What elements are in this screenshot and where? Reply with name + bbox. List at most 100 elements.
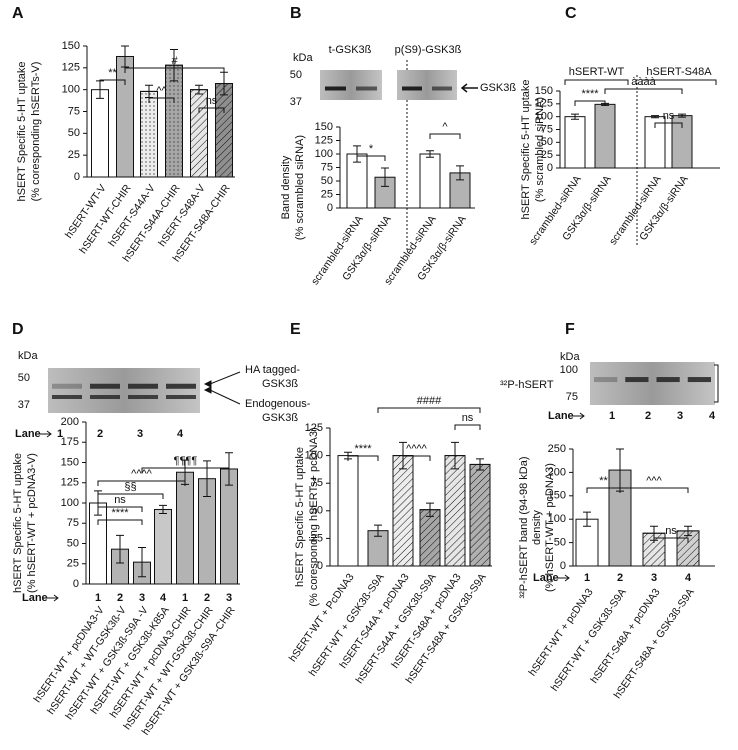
- lane-number: 1: [95, 592, 101, 604]
- lane-number: 1: [609, 410, 615, 422]
- blot-label: GSK3ß: [262, 378, 298, 390]
- significance-label: **: [599, 475, 608, 487]
- significance-label: ns: [114, 494, 126, 506]
- panel-label: A: [12, 5, 24, 22]
- bar-pattern: [392, 455, 414, 567]
- bar: [419, 153, 441, 209]
- lane-label: Lane: [15, 428, 41, 440]
- x-tick-label: hSERT-WT + pcDNA3: [526, 586, 595, 678]
- significance-label: ns: [663, 110, 675, 122]
- bar-pattern: [215, 83, 233, 178]
- y-tick-label: 75: [541, 123, 553, 135]
- blot-unit: kDa: [293, 52, 313, 64]
- error-bar: [374, 524, 382, 537]
- significance-label: §§: [124, 481, 136, 493]
- panel-label: C: [565, 5, 577, 22]
- lane-number: 3: [651, 572, 657, 584]
- significance-bracket: [141, 467, 230, 473]
- y-tick-label: 100: [315, 148, 333, 160]
- error-bar: [138, 547, 146, 578]
- y-axis-label: Band density: [280, 155, 292, 219]
- significance-label: ¶¶¶¶: [174, 455, 198, 467]
- significance-label: ^^^: [646, 475, 662, 487]
- y-axis-label: ³²P-hSERT band (94-98 kDa): [518, 456, 530, 598]
- lane-arrow: [39, 430, 52, 438]
- significance-bracket: [653, 537, 689, 543]
- blot-bracket: [714, 364, 719, 403]
- bar: [91, 89, 109, 178]
- bar-pattern: [140, 90, 158, 178]
- error-bar: [195, 84, 203, 95]
- significance-bracket: [124, 67, 225, 73]
- significance-bracket: [574, 100, 606, 106]
- significance-label: ns: [665, 525, 677, 537]
- significance-bracket: [99, 79, 126, 85]
- y-tick-label: 200: [61, 416, 79, 428]
- y-tick-label: 175: [61, 436, 79, 448]
- error-bar: [426, 150, 434, 158]
- y-tick-label: 25: [541, 149, 553, 161]
- blot-band: [356, 86, 377, 91]
- y-tick-label: 50: [541, 136, 553, 148]
- y-tick-label: 0: [327, 202, 333, 214]
- y-tick-label: 25: [68, 149, 80, 161]
- lane-label: Lane: [548, 410, 574, 422]
- y-tick-label: 100: [535, 111, 553, 123]
- y-tick-label: 50: [67, 537, 79, 549]
- blot-band: [52, 383, 82, 389]
- bar: [564, 116, 586, 169]
- blot-label: GSK3ß: [480, 82, 516, 94]
- blot-band: [166, 383, 196, 389]
- blot-band: [594, 377, 618, 383]
- error-bar: [651, 115, 659, 119]
- blot-band: [656, 377, 680, 383]
- blot-marker: 50: [18, 372, 30, 384]
- significance-label: àààà: [631, 76, 656, 88]
- significance-bracket: [97, 493, 164, 499]
- y-axis-label: (% scrambled siRNA): [294, 135, 306, 240]
- error-bar: [170, 48, 178, 82]
- lane-number: 3: [677, 410, 683, 422]
- y-axis-label: hSERT Specific 5-HT uptake: [16, 61, 28, 201]
- y-axis-label: (% scrambled siRNA): [534, 97, 546, 202]
- y-tick-label: 0: [74, 171, 80, 183]
- error-bar: [121, 45, 129, 68]
- significance-label: *: [369, 143, 374, 155]
- lane-number: 2: [204, 592, 210, 604]
- blot-image: [590, 362, 715, 405]
- y-tick-label: 125: [535, 98, 553, 110]
- lane-number: 3: [226, 592, 232, 604]
- significance-bracket: [402, 455, 431, 461]
- significance-bracket: [454, 424, 481, 430]
- lane-number: 2: [97, 428, 103, 440]
- y-tick-label: 25: [67, 558, 79, 570]
- blot-marker: 75: [566, 391, 578, 403]
- y-tick-label: 75: [68, 105, 80, 117]
- y-tick-label: 125: [62, 62, 80, 74]
- error-bar: [116, 534, 124, 564]
- y-tick-label: 100: [62, 84, 80, 96]
- significance-label: ^: [442, 121, 448, 133]
- y-axis-label: hSERT Specific 5-HT uptake: [294, 447, 306, 587]
- y-tick-label: 150: [315, 121, 333, 133]
- blot-unit: kDa: [18, 350, 38, 362]
- lane-number: 1: [182, 592, 188, 604]
- bar-pattern: [444, 455, 466, 567]
- lane-number: 1: [584, 572, 590, 584]
- significance-label: ^^: [156, 85, 167, 97]
- significance-bracket: [148, 97, 175, 103]
- y-tick-label: 150: [548, 490, 566, 502]
- error-bar: [203, 460, 211, 498]
- blot-image: [397, 70, 457, 100]
- blot-arrow: [203, 386, 241, 405]
- error-bar: [684, 525, 692, 537]
- y-tick-label: 0: [73, 578, 79, 590]
- blot-band: [128, 383, 158, 389]
- significance-bracket: [97, 519, 143, 525]
- bar: [220, 468, 238, 585]
- lane-number: 3: [137, 428, 143, 440]
- error-bar: [583, 511, 591, 527]
- y-tick-label: 75: [67, 517, 79, 529]
- panel-label: D: [12, 321, 24, 338]
